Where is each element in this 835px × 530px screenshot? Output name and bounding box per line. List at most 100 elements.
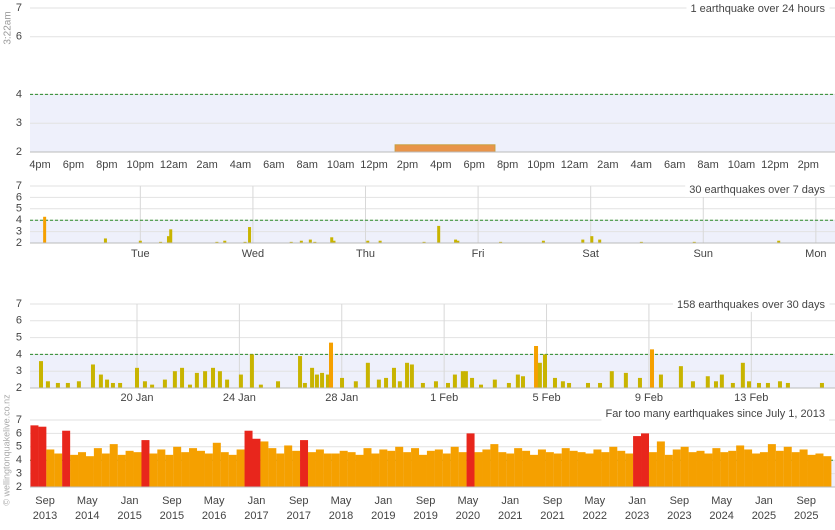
panel-title: 1 earthquake over 24 hours xyxy=(690,3,825,15)
y-tick-label: 4 xyxy=(16,454,22,466)
y-tick-label: 3 xyxy=(16,226,22,238)
quake-bar xyxy=(567,382,572,388)
quake-bar xyxy=(442,453,451,487)
quake-bar xyxy=(276,381,281,388)
quake-bar xyxy=(590,236,594,243)
quake-bar xyxy=(65,382,70,388)
quake-bar xyxy=(437,225,441,243)
x-tick-label: Fri xyxy=(472,248,485,260)
x-tick-label: 10am xyxy=(327,159,355,171)
quake-bar xyxy=(347,452,356,487)
x-tick-label: May 2016 xyxy=(201,495,227,522)
quake-bar xyxy=(740,362,745,388)
quake-bar xyxy=(215,241,219,243)
quake-bar xyxy=(658,374,663,388)
y-tick-label: 3 xyxy=(16,365,22,377)
quake-bar xyxy=(142,381,147,388)
x-tick-label: Sep 2017 xyxy=(286,495,311,522)
quake-bar xyxy=(117,454,126,487)
x-tick-label: 12pm xyxy=(360,159,388,171)
y-tick-label: 4 xyxy=(16,348,22,360)
quake-bar xyxy=(649,349,654,388)
quake-bar xyxy=(300,440,309,487)
quake-bar xyxy=(456,240,460,243)
x-tick-label: Thu xyxy=(356,248,375,260)
quake-bar xyxy=(713,381,718,388)
x-tick-label: Sep 2013 xyxy=(32,495,58,522)
quake-bar xyxy=(103,238,107,243)
quake-bar xyxy=(162,379,167,388)
quake-bar xyxy=(445,382,450,388)
quake-bar xyxy=(299,240,303,243)
x-tick-label: 2pm xyxy=(397,159,418,171)
y-tick-label: 5 xyxy=(16,441,22,453)
quake-bar xyxy=(325,374,330,388)
quake-bar xyxy=(228,454,237,487)
quake-bar xyxy=(688,452,697,487)
quake-bar xyxy=(593,449,602,487)
quake-bar xyxy=(93,448,102,487)
quake-bar xyxy=(601,452,610,487)
quake-bar xyxy=(506,382,511,388)
x-tick-label: 10pm xyxy=(126,159,154,171)
quake-bar xyxy=(43,216,47,243)
y-tick-label: 7 xyxy=(16,298,22,310)
x-tick-label: 2pm xyxy=(798,159,819,171)
quake-bar xyxy=(623,372,628,388)
quake-bar xyxy=(149,453,158,487)
quake-bar xyxy=(719,374,724,388)
y-tick-label: 6 xyxy=(16,191,22,203)
quake-bar xyxy=(159,241,163,243)
quake-range xyxy=(394,144,496,153)
quake-bar xyxy=(553,453,562,487)
x-tick-label: 6pm xyxy=(63,159,84,171)
quake-bar xyxy=(767,444,776,487)
quake-bar xyxy=(169,229,173,243)
quake-bar xyxy=(90,364,95,388)
x-tick-label: 4am xyxy=(631,159,652,171)
quake-bar xyxy=(353,381,358,388)
x-tick-label: Sep 2023 xyxy=(667,495,692,522)
quake-bar xyxy=(248,227,252,243)
quake-bar xyxy=(101,453,110,487)
quake-bar xyxy=(203,371,208,388)
quake-bar xyxy=(498,452,507,487)
quake-bar xyxy=(598,382,603,388)
quake-bar xyxy=(118,382,123,388)
x-tick-label: May 2020 xyxy=(455,495,481,522)
quake-bar xyxy=(30,425,39,487)
quake-bar xyxy=(157,449,166,487)
quake-bar xyxy=(499,241,503,243)
y-tick-label: 4 xyxy=(16,88,22,100)
quake-bar xyxy=(791,452,800,487)
x-tick-label: Sun xyxy=(693,248,713,260)
quake-bar xyxy=(433,381,438,388)
quake-bar xyxy=(625,453,634,487)
x-tick-label: Sat xyxy=(582,248,599,260)
quake-bar xyxy=(98,374,103,388)
x-tick-label: Jan 2019 xyxy=(371,495,396,522)
quake-bar xyxy=(785,382,790,388)
quake-bar xyxy=(384,377,389,388)
y-tick-label: 5 xyxy=(16,203,22,215)
panel-title: 158 earthquakes over 30 days xyxy=(677,299,825,311)
quake-bar xyxy=(340,377,345,388)
x-tick-label: Sep 2021 xyxy=(540,495,565,522)
x-tick-label: Wed xyxy=(242,248,264,260)
quake-bar xyxy=(323,453,332,487)
quake-bar xyxy=(110,382,115,388)
quake-bar xyxy=(150,384,155,388)
quake-bar xyxy=(577,452,586,487)
quake-bar xyxy=(258,384,263,388)
quake-bar xyxy=(397,381,402,388)
quake-bar xyxy=(458,452,467,487)
x-tick-label: 28 Jan xyxy=(325,392,358,404)
y-tick-label: 2 xyxy=(16,481,22,493)
quake-bar xyxy=(307,452,316,487)
x-tick-label: Jan 2015 xyxy=(117,495,142,522)
quake-bar xyxy=(260,441,269,487)
x-tick-label: 12am xyxy=(160,159,188,171)
x-tick-label: 12am xyxy=(561,159,589,171)
quake-bar xyxy=(78,452,87,487)
